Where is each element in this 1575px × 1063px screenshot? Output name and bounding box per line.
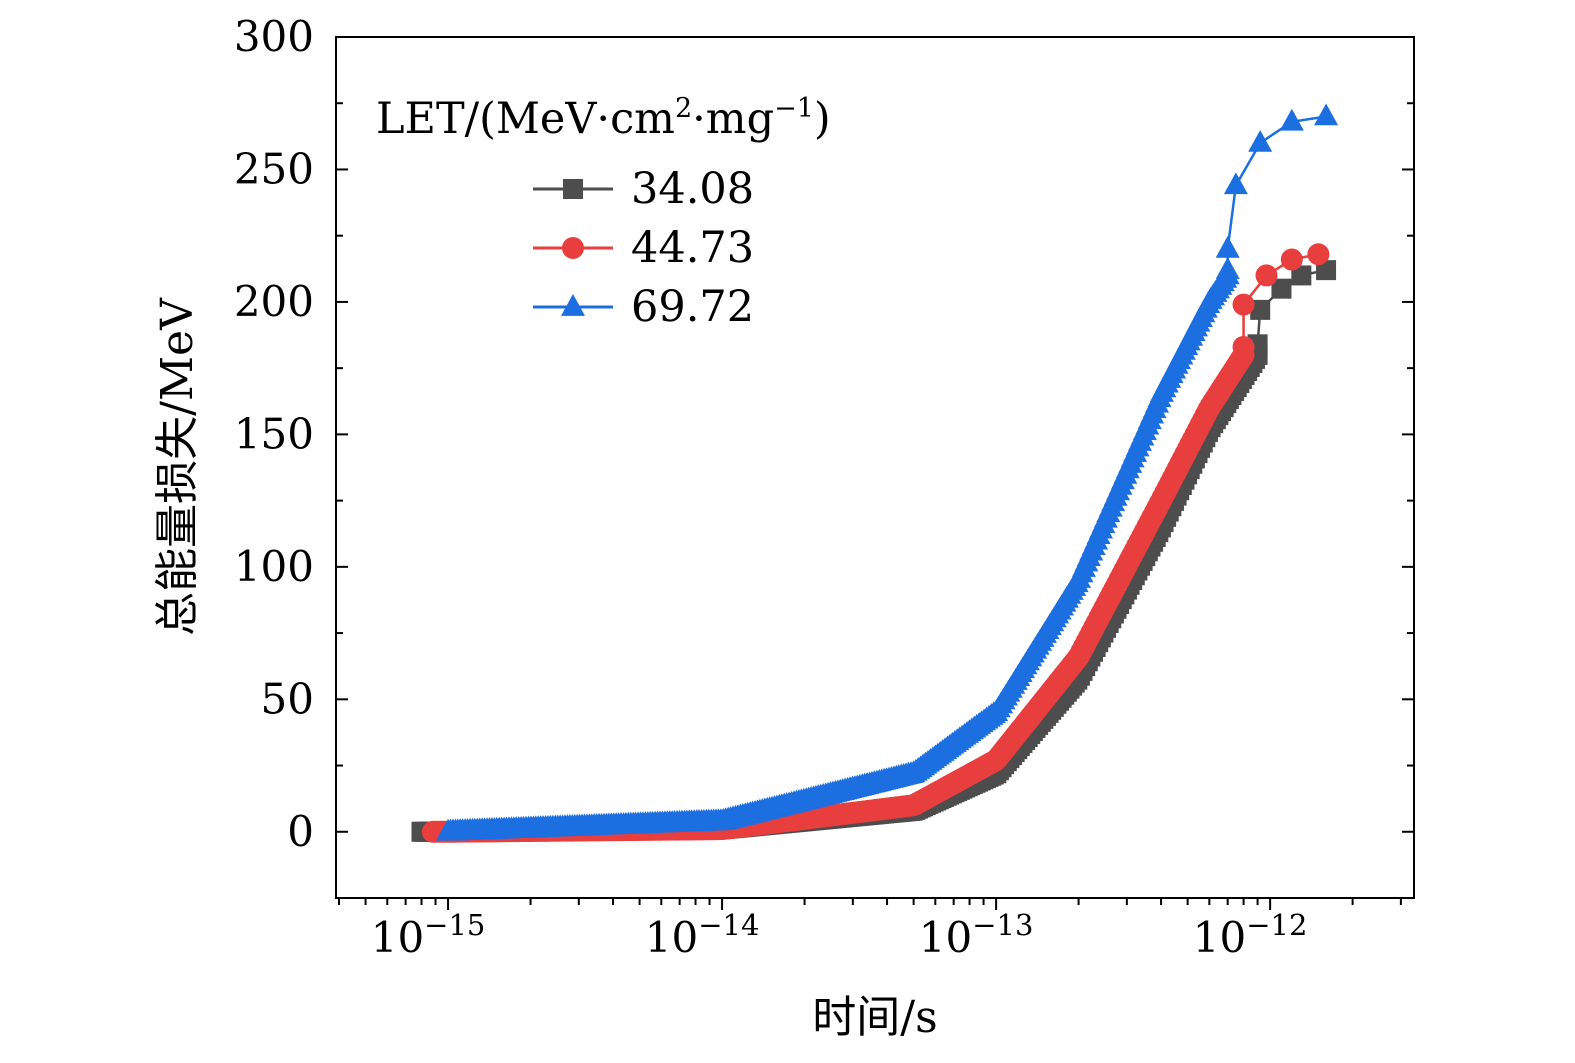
legend-marker bbox=[562, 237, 584, 259]
y-axis: 0 50 100 150 200 250 300 bbox=[234, 12, 1414, 899]
x-tick-label: 10−13 bbox=[919, 908, 1034, 962]
data-point bbox=[1232, 293, 1255, 316]
data-point bbox=[1271, 278, 1292, 299]
y-tick-label: 100 bbox=[234, 542, 314, 591]
y-tick-label: 250 bbox=[234, 144, 314, 193]
data-layer bbox=[411, 103, 1339, 843]
y-tick-label: 200 bbox=[234, 277, 314, 326]
x-tick-label: 10−15 bbox=[371, 908, 486, 962]
x-axis-label: 时间/s bbox=[812, 992, 937, 1043]
plot-frame bbox=[335, 36, 1415, 899]
data-point bbox=[1215, 235, 1240, 258]
data-point bbox=[1279, 108, 1304, 131]
data-point bbox=[1291, 265, 1312, 286]
legend-title: LET/(MeV·cm2·mg−1) bbox=[376, 93, 831, 144]
y-tick-label: 300 bbox=[234, 12, 314, 61]
legend-label: 69.72 bbox=[631, 282, 754, 332]
y-tick-label: 150 bbox=[234, 409, 314, 458]
data-point bbox=[1307, 243, 1330, 266]
x-axis: 10−15 10−14 10−13 10−12 bbox=[338, 898, 1402, 962]
plot-area bbox=[335, 36, 1415, 899]
y-tick-label: 0 bbox=[287, 807, 314, 856]
series-triangle bbox=[436, 103, 1339, 841]
data-point bbox=[1232, 335, 1255, 358]
y-axis-label: 总能量损失/MeV bbox=[152, 297, 203, 636]
data-point bbox=[1255, 264, 1278, 287]
data-point bbox=[1314, 103, 1339, 126]
y-tick-label: 50 bbox=[261, 674, 314, 723]
legend-label: 34.08 bbox=[631, 164, 754, 214]
data-point bbox=[1280, 248, 1303, 271]
data-point bbox=[1248, 129, 1273, 152]
legend-label: 44.73 bbox=[631, 223, 754, 273]
legend: LET/(MeV·cm2·mg−1) 34.08 44.73 69.72 bbox=[376, 93, 831, 332]
data-point bbox=[1250, 299, 1271, 320]
data-point bbox=[1316, 260, 1337, 281]
legend-marker bbox=[561, 293, 585, 316]
x-tick-label: 10−14 bbox=[645, 908, 760, 962]
data-point bbox=[1215, 257, 1240, 279]
legend-marker bbox=[563, 179, 583, 199]
x-tick-label: 10−12 bbox=[1193, 908, 1308, 962]
data-point bbox=[1223, 172, 1248, 195]
